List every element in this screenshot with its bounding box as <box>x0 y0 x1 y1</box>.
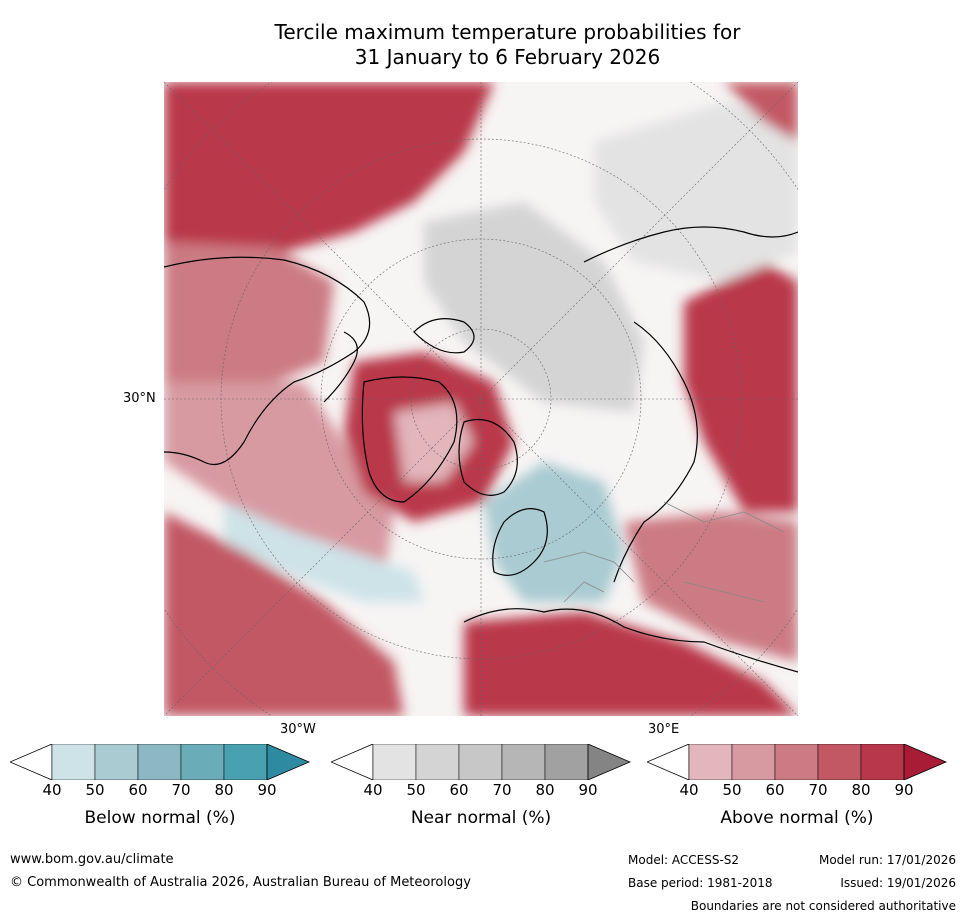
colorbar-segment <box>860 744 905 780</box>
title-line-1: Tercile maximum temperature probabilitie… <box>274 20 741 44</box>
central-asia-above-region <box>624 512 798 662</box>
colorbar-tick: 50 <box>406 781 426 799</box>
colorbar-below-label: Below normal (%) <box>84 808 236 828</box>
colorbar-tick: 70 <box>171 781 191 799</box>
greenland-inner-region <box>394 402 474 482</box>
colorbar-tick: 60 <box>449 781 469 799</box>
colorbar-segment <box>458 744 503 780</box>
graticule <box>164 82 798 716</box>
colorbar-tick: 50 <box>85 781 105 799</box>
map-title: Tercile maximum temperature probabilitie… <box>160 20 855 70</box>
colorbar-tick: 70 <box>808 781 828 799</box>
asia-above-region <box>724 82 798 142</box>
colorbar-tick: 90 <box>894 781 914 799</box>
copyright-text: © Commonwealth of Australia 2026, Austra… <box>10 875 471 890</box>
colorbar-below-svg <box>10 744 310 780</box>
lat-label-30n: 30°N <box>123 391 156 406</box>
colorbar-tick: 90 <box>257 781 277 799</box>
colorbar-tick: 50 <box>722 781 742 799</box>
colorbar-segment <box>501 744 546 780</box>
colorbar-segment <box>372 744 417 780</box>
colorbar-segment <box>94 744 139 780</box>
arctic-near-region <box>424 202 644 412</box>
coastlines <box>164 226 798 673</box>
model-run-text: Model run: 17/01/2026 <box>818 853 956 867</box>
disclaimer-text: Boundaries are not considered authoritat… <box>690 899 956 913</box>
pacific-above-region <box>164 82 494 262</box>
colorbar-segment <box>51 744 96 780</box>
atlantic-below-region <box>224 502 424 602</box>
colorbar-segment <box>731 744 776 780</box>
issued-text: Issued: 19/01/2026 <box>840 876 956 890</box>
colorbar-above-svg <box>647 744 947 780</box>
colorbar-tick: 80 <box>214 781 234 799</box>
colorbar-segment <box>223 744 268 780</box>
europe-below-region <box>484 462 624 602</box>
colorbar-segment <box>544 744 589 780</box>
colorbar-above-label: Above normal (%) <box>720 808 874 828</box>
north-pacific-above-region <box>164 242 334 382</box>
colorbar-near-normal <box>331 744 631 780</box>
colorbar-segment <box>774 744 819 780</box>
colorbar-segment <box>180 744 225 780</box>
east-pacific-above-region <box>164 512 404 716</box>
borders <box>543 501 785 603</box>
mediterranean-above-region <box>464 612 798 716</box>
website-link[interactable]: www.bom.gov.au/climate <box>10 852 174 867</box>
colorbar-segment <box>688 744 733 780</box>
colorbar-below-ticks: 40 50 60 70 80 90 <box>10 781 310 801</box>
colorbar-tick: 40 <box>679 781 699 799</box>
model-text: Model: ACCESS-S2 <box>628 853 740 867</box>
colorbar-tick: 40 <box>42 781 62 799</box>
colorbar-below-normal <box>10 744 310 780</box>
colorbar-tick: 80 <box>851 781 871 799</box>
north-america-above-region <box>164 382 394 582</box>
colorbar-segment <box>137 744 182 780</box>
polar-map <box>164 82 798 716</box>
colorbar-tick: 60 <box>128 781 148 799</box>
colorbar-tick: 70 <box>492 781 512 799</box>
colorbar-segment <box>817 744 862 780</box>
colorbar-segment <box>415 744 460 780</box>
colorbar-tick: 60 <box>765 781 785 799</box>
lon-label-30e: 30°E <box>648 722 680 737</box>
colorbar-tick: 80 <box>535 781 555 799</box>
base-period-text: Base period: 1981-2018 <box>628 876 773 890</box>
colorbar-tick: 40 <box>363 781 383 799</box>
colorbar-above-ticks: 40 50 60 70 80 90 <box>647 781 947 801</box>
colorbar-near-svg <box>331 744 631 780</box>
lon-label-30w: 30°W <box>280 722 316 737</box>
colorbar-near-ticks: 40 50 60 70 80 90 <box>331 781 631 801</box>
colorbar-above-normal <box>647 744 947 780</box>
colorbar-tick: 90 <box>578 781 598 799</box>
title-line-2: 31 January to 6 February 2026 <box>354 45 661 69</box>
colorbar-near-label: Near normal (%) <box>410 808 552 828</box>
